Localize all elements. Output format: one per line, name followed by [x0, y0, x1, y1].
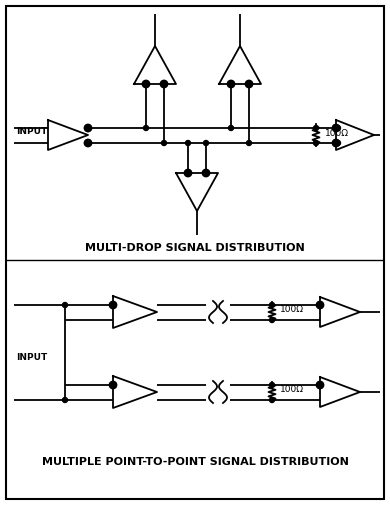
Circle shape: [142, 80, 149, 87]
Circle shape: [62, 397, 67, 402]
Circle shape: [110, 381, 117, 388]
Circle shape: [85, 139, 92, 146]
Circle shape: [144, 126, 149, 130]
Circle shape: [269, 382, 275, 387]
Circle shape: [335, 140, 340, 145]
Circle shape: [314, 126, 319, 130]
Text: 100Ω: 100Ω: [325, 128, 349, 137]
Text: INPUT: INPUT: [16, 127, 47, 136]
Circle shape: [184, 170, 191, 177]
Circle shape: [335, 126, 340, 130]
Circle shape: [161, 140, 167, 145]
Circle shape: [269, 318, 275, 323]
Circle shape: [186, 140, 190, 145]
Circle shape: [314, 140, 319, 145]
Text: 100Ω: 100Ω: [280, 385, 304, 394]
Circle shape: [227, 80, 234, 87]
Circle shape: [245, 80, 252, 87]
Text: MULTIPLE POINT-TO-POINT SIGNAL DISTRIBUTION: MULTIPLE POINT-TO-POINT SIGNAL DISTRIBUT…: [42, 457, 348, 467]
Text: MULTI-DROP SIGNAL DISTRIBUTION: MULTI-DROP SIGNAL DISTRIBUTION: [85, 243, 305, 253]
Circle shape: [85, 125, 92, 131]
Circle shape: [229, 126, 234, 130]
Circle shape: [269, 302, 275, 308]
Circle shape: [317, 301, 323, 309]
Circle shape: [246, 140, 252, 145]
Circle shape: [85, 140, 90, 145]
Circle shape: [110, 301, 117, 309]
Text: 100Ω: 100Ω: [280, 306, 304, 315]
Circle shape: [62, 302, 67, 308]
Circle shape: [161, 80, 167, 87]
Circle shape: [202, 170, 209, 177]
Circle shape: [333, 125, 340, 131]
Circle shape: [85, 126, 90, 130]
Circle shape: [317, 381, 323, 388]
Circle shape: [333, 139, 340, 146]
Circle shape: [204, 140, 209, 145]
Text: INPUT: INPUT: [16, 352, 47, 362]
Circle shape: [269, 397, 275, 402]
